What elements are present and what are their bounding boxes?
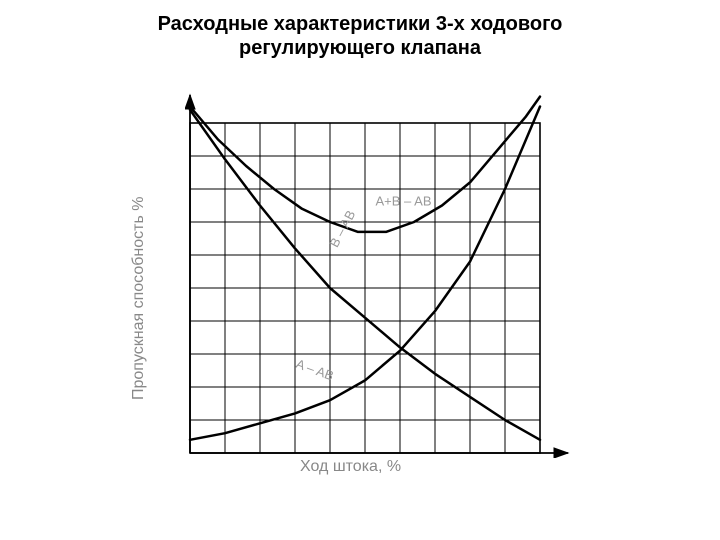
valve-chart: 020406080100020406080100A+B – ABB – ABA … xyxy=(185,90,573,458)
page-title: Расходные характеристики 3-х ходового ре… xyxy=(0,12,720,60)
curve-annotation: A+B – AB xyxy=(376,194,432,209)
curve-annotation: B – AB xyxy=(326,208,358,250)
x-axis-label: Ход штока, % xyxy=(300,458,401,476)
chart-container: 020406080100020406080100A+B – ABB – ABA … xyxy=(185,90,535,420)
y-axis-label: Пропускная способность % xyxy=(130,197,148,401)
x-axis-arrowhead xyxy=(554,448,568,458)
